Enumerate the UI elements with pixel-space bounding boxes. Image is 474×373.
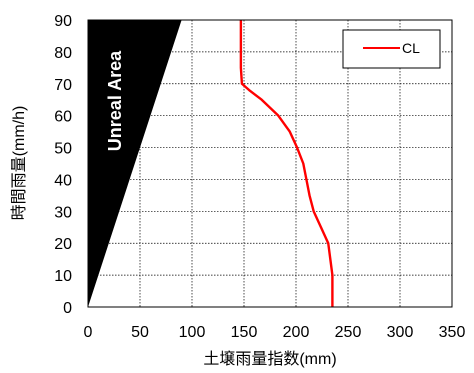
series-layer [239, 20, 334, 307]
x-tick-label: 300 [387, 324, 414, 341]
y-axis-title: 時間雨量(mm/h) [10, 106, 28, 221]
y-tick-label: 30 [54, 204, 72, 221]
x-tick-label: 350 [439, 324, 466, 341]
x-tick-label: 250 [335, 324, 362, 341]
unreal-area-label: Unreal Area [105, 50, 125, 151]
legend-label-cl: CL [402, 40, 420, 56]
unreal-area-layer [88, 20, 182, 307]
x-tick-label: 200 [283, 324, 310, 341]
unreal-area-region [88, 20, 182, 307]
x-tick-label: 150 [231, 324, 258, 341]
legend: CL [342, 29, 441, 69]
x-tick-label: 0 [84, 324, 93, 341]
x-tick-label: 50 [131, 324, 149, 341]
y-tick-label: 60 [54, 109, 72, 126]
x-tick-label: 100 [179, 324, 206, 341]
y-tick-label: 50 [54, 141, 72, 158]
y-tick-label: 90 [54, 13, 72, 30]
y-tick-label: 80 [54, 45, 72, 62]
y-tick-label: 0 [63, 300, 72, 317]
y-tick-labels: 0 10 20 30 40 50 60 70 80 90 [54, 13, 72, 317]
y-tick-label: 40 [54, 172, 72, 189]
y-tick-label: 10 [54, 268, 72, 285]
x-axis-title: 土壌雨量指数(mm) [203, 350, 336, 368]
x-tick-labels: 0 50 100 150 200 250 300 350 [84, 324, 466, 341]
y-tick-label: 20 [54, 236, 72, 253]
series-line-cl [239, 20, 334, 307]
y-tick-label: 70 [54, 77, 72, 94]
plot-frame [87, 19, 453, 308]
